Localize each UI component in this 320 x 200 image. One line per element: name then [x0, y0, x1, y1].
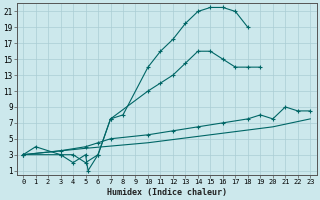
X-axis label: Humidex (Indice chaleur): Humidex (Indice chaleur) — [107, 188, 227, 197]
